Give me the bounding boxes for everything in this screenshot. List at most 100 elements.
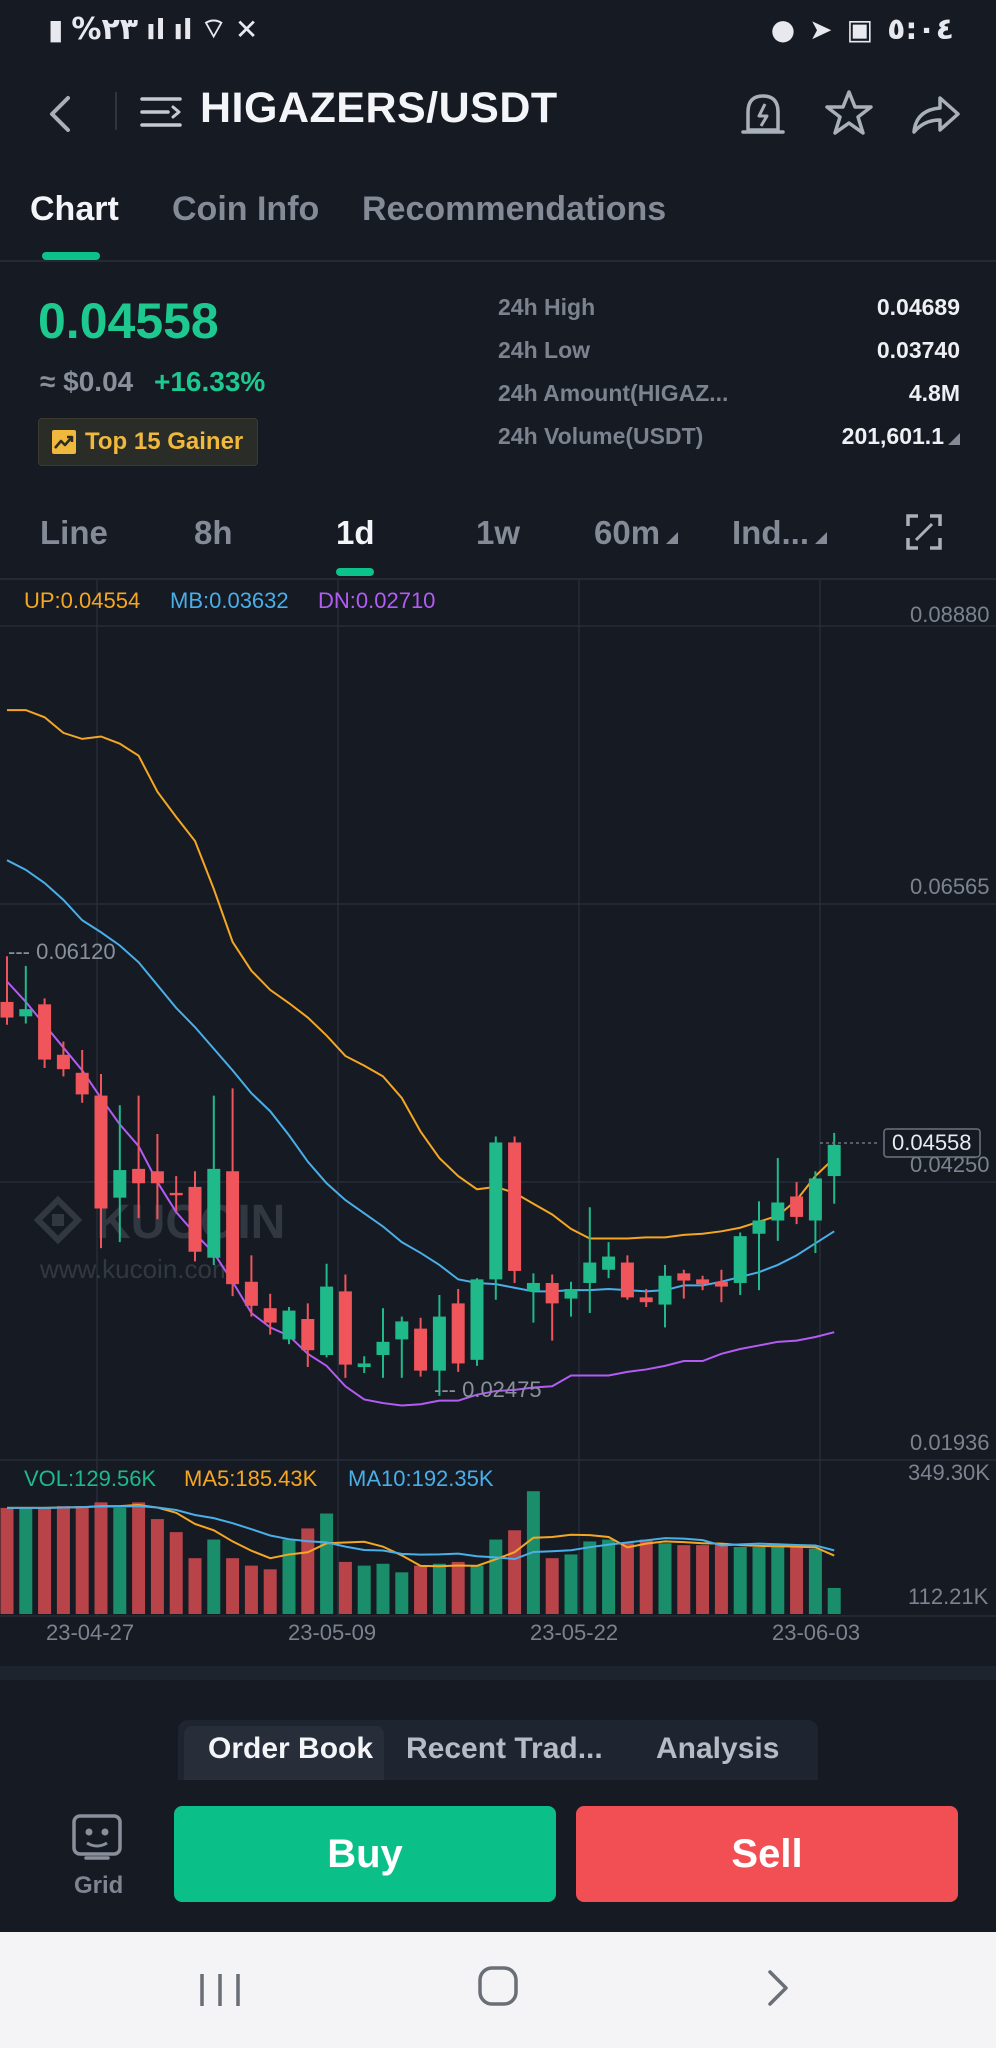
volume-bar xyxy=(583,1541,597,1614)
grid-label: Grid xyxy=(74,1872,124,1899)
stat-row-volume[interactable]: 24h Volume(USDT) 201,601.1 xyxy=(498,419,960,462)
candle-down xyxy=(263,1308,277,1323)
indicators-dropdown[interactable]: Ind... xyxy=(732,514,827,552)
tab-recommendations[interactable]: Recommendations xyxy=(362,190,667,228)
price-change: +16.33% xyxy=(154,366,266,397)
volume-bar xyxy=(282,1539,296,1614)
image-icon: ▣ xyxy=(846,13,874,46)
x-tick: 23-05-22 xyxy=(530,1620,618,1645)
dropdown-caret-icon xyxy=(948,433,960,445)
volume-bar xyxy=(620,1543,634,1614)
volume-bar xyxy=(752,1547,766,1614)
volume-bar xyxy=(207,1539,221,1614)
candle-up xyxy=(282,1310,296,1340)
stat-label: 24h High xyxy=(498,294,596,320)
volume-bar xyxy=(169,1532,183,1614)
system-nav-bar xyxy=(0,1932,996,2048)
volume-bar xyxy=(451,1561,465,1614)
top-gainer-label: Top 15 Gainer xyxy=(85,428,244,455)
tab-recent-trades[interactable]: Recent Trad... xyxy=(406,1732,603,1765)
sell-button[interactable]: Sell xyxy=(576,1806,958,1902)
boll-up-label: UP:0.04554 xyxy=(24,588,140,613)
volume-bar xyxy=(0,1507,14,1614)
tab-order-book[interactable]: Order Book xyxy=(208,1732,374,1765)
share-icon[interactable] xyxy=(910,92,962,136)
interval-8h[interactable]: 8h xyxy=(194,514,233,551)
tab-analysis[interactable]: Analysis xyxy=(656,1732,780,1765)
volume-bar xyxy=(38,1507,52,1614)
candle-up xyxy=(395,1321,409,1340)
low-marker: --- 0.02475 xyxy=(434,1377,542,1402)
grid-bot-button[interactable]: Grid xyxy=(62,1810,132,1910)
volume-bar xyxy=(414,1565,428,1614)
volume-bar xyxy=(320,1513,334,1614)
robot-icon xyxy=(72,1814,122,1860)
volume-bars xyxy=(0,1491,841,1614)
home-icon[interactable] xyxy=(476,1964,520,2008)
interval-active-indicator xyxy=(336,568,374,576)
fullscreen-icon[interactable] xyxy=(904,512,944,552)
volume-bar xyxy=(150,1519,164,1614)
tab-chart[interactable]: Chart xyxy=(30,190,119,228)
dropdown-caret-icon xyxy=(815,532,827,544)
candle-down xyxy=(790,1196,804,1217)
interval-1w[interactable]: 1w xyxy=(476,514,521,551)
volume-bar xyxy=(132,1502,146,1614)
kucoin-watermark: KUCOIN www.kucoin.com xyxy=(33,1195,285,1284)
nav-back-icon[interactable] xyxy=(762,1964,796,2012)
watermark-url: www.kucoin.com xyxy=(39,1254,234,1284)
vol-tick: 349.30K xyxy=(908,1460,990,1485)
tab-coin-info[interactable]: Coin Info xyxy=(172,190,320,228)
chat-icon: ● xyxy=(770,13,796,46)
interval-line[interactable]: Line xyxy=(40,514,108,551)
buy-button[interactable]: Buy xyxy=(174,1806,556,1902)
boll-mid-line xyxy=(6,859,835,1293)
tab-active-indicator xyxy=(42,252,100,260)
recents-icon[interactable] xyxy=(196,1968,244,2012)
stat-row-high: 24h High 0.04689 xyxy=(498,290,960,333)
candlestick-chart[interactable]: KUCOIN www.kucoin.com UP:0.04554 MB:0.03… xyxy=(0,580,996,1680)
volume-bar xyxy=(790,1547,804,1614)
candle-down xyxy=(150,1171,164,1184)
volume-bar xyxy=(19,1507,33,1614)
top-gainer-badge[interactable]: Top 15 Gainer xyxy=(38,418,259,466)
volume-bar xyxy=(771,1547,785,1614)
x-tick: 23-06-03 xyxy=(772,1620,860,1645)
candle-down xyxy=(301,1318,315,1351)
favorite-star-icon[interactable] xyxy=(824,88,874,138)
candle-down xyxy=(0,1001,14,1018)
header-divider xyxy=(115,92,117,130)
interval-1d[interactable]: 1d xyxy=(336,514,375,551)
battery-percent: %٢٣ xyxy=(71,12,139,47)
stat-value: 0.03740 xyxy=(876,337,960,363)
volume-bar xyxy=(113,1507,127,1614)
candle-down xyxy=(38,1004,52,1060)
volume-bar xyxy=(639,1539,653,1614)
candle-up xyxy=(376,1341,390,1356)
candle-down xyxy=(545,1282,559,1304)
price-alert-icon[interactable] xyxy=(738,88,788,140)
tabs-divider xyxy=(0,260,996,262)
volume-bar xyxy=(357,1565,371,1614)
candle-up xyxy=(432,1316,446,1371)
ma5-label: MA5:185.43K xyxy=(184,1466,318,1491)
candle-up xyxy=(564,1288,578,1299)
volume-bar xyxy=(508,1530,522,1614)
stat-row-amount: 24h Amount(HIGAZ... 4.8M xyxy=(498,376,960,419)
candle-down xyxy=(169,1192,183,1196)
active-tab-background xyxy=(184,1726,384,1780)
pair-title[interactable]: HIGAZERS/USDT xyxy=(200,84,558,132)
candle-up xyxy=(357,1363,371,1368)
volume-bar xyxy=(564,1554,578,1614)
y-tick: 0.01936 xyxy=(910,1430,990,1455)
interval-60m[interactable]: 60m xyxy=(594,514,679,552)
status-bar: ▮ %٢٣ ıl ıl ⌔ ✕ ● ➤ ▣ ٥:٠٤ xyxy=(0,0,996,60)
back-arrow-icon[interactable] xyxy=(40,84,80,144)
interval-divider xyxy=(0,578,996,580)
menu-icon[interactable] xyxy=(140,94,182,130)
candle-down xyxy=(94,1095,108,1209)
trending-up-icon xyxy=(52,430,76,454)
candle-up xyxy=(658,1275,672,1305)
volume-bar xyxy=(94,1502,108,1614)
volume-bar xyxy=(489,1539,503,1614)
